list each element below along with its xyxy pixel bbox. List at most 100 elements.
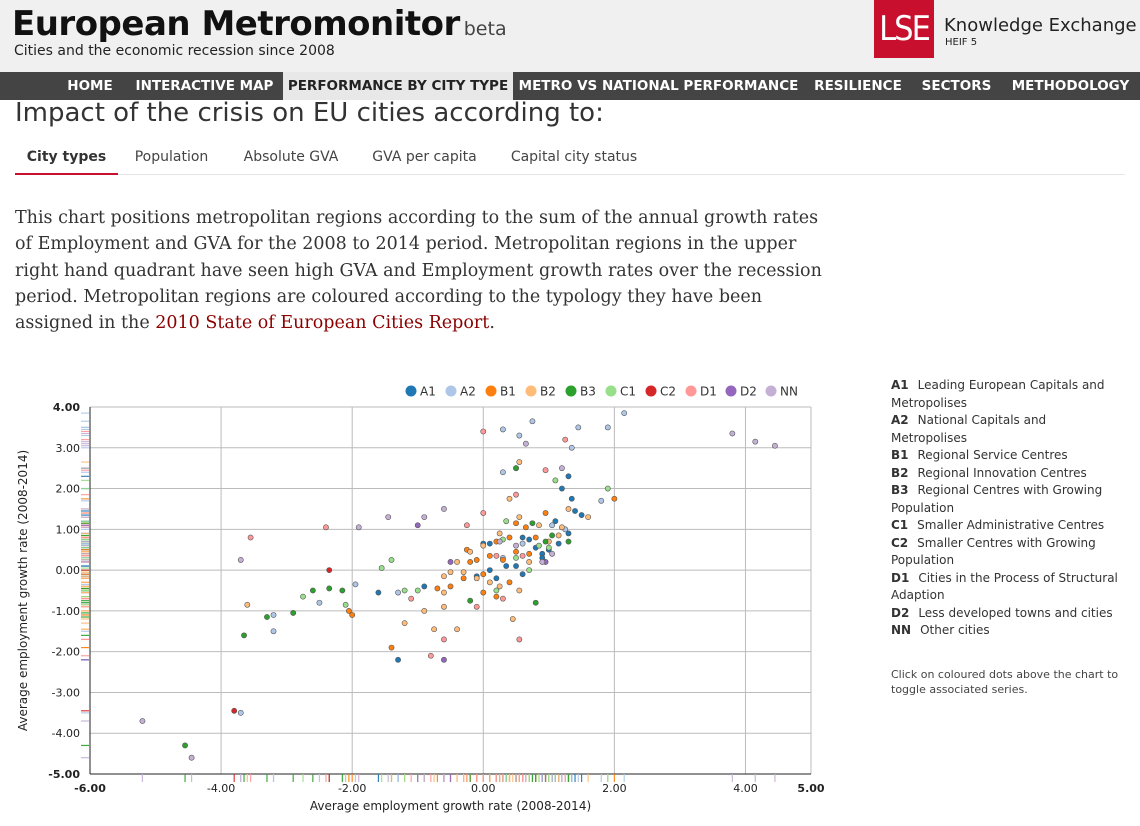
data-point[interactable] bbox=[529, 520, 536, 527]
legend-dot-b2[interactable] bbox=[525, 385, 537, 397]
data-point[interactable] bbox=[536, 542, 542, 549]
data-point[interactable] bbox=[552, 518, 559, 525]
data-point[interactable] bbox=[621, 410, 628, 417]
legend-label-a1[interactable]: A1 bbox=[420, 385, 436, 399]
nav-sectors[interactable]: SECTORS bbox=[921, 78, 992, 94]
data-point[interactable] bbox=[568, 495, 575, 502]
data-point[interactable] bbox=[231, 707, 238, 714]
data-point[interactable] bbox=[526, 567, 533, 574]
data-point[interactable] bbox=[480, 510, 487, 516]
data-point[interactable] bbox=[500, 469, 506, 476]
data-point[interactable] bbox=[300, 593, 306, 600]
data-point[interactable] bbox=[496, 583, 503, 590]
data-point[interactable] bbox=[516, 459, 523, 465]
data-point[interactable] bbox=[559, 485, 565, 492]
legend-label-d2[interactable]: D2 bbox=[740, 385, 757, 399]
data-point[interactable] bbox=[772, 442, 778, 449]
data-point[interactable] bbox=[549, 522, 555, 529]
data-point[interactable] bbox=[467, 548, 474, 555]
data-point[interactable] bbox=[516, 432, 523, 439]
data-point[interactable] bbox=[401, 620, 408, 627]
data-point[interactable] bbox=[506, 495, 513, 502]
data-point[interactable] bbox=[536, 522, 542, 529]
data-point[interactable] bbox=[559, 524, 565, 531]
data-point[interactable] bbox=[375, 589, 382, 596]
data-point[interactable] bbox=[388, 557, 395, 563]
data-point[interactable] bbox=[352, 581, 359, 588]
nav-performance-by-city-type[interactable]: PERFORMANCE BY CITY TYPE bbox=[283, 72, 513, 100]
data-point[interactable] bbox=[526, 559, 533, 565]
legend-label-nn[interactable]: NN bbox=[780, 385, 798, 399]
data-point[interactable] bbox=[427, 652, 434, 659]
data-point[interactable] bbox=[480, 542, 487, 549]
data-point[interactable] bbox=[604, 485, 611, 492]
data-point[interactable] bbox=[752, 438, 759, 445]
data-point[interactable] bbox=[467, 597, 474, 604]
data-point[interactable] bbox=[421, 607, 428, 614]
data-point[interactable] bbox=[549, 550, 555, 557]
tab-absolute-gva[interactable]: Absolute GVA bbox=[243, 149, 339, 165]
data-point[interactable] bbox=[349, 612, 356, 618]
data-point[interactable] bbox=[395, 589, 401, 596]
data-point[interactable] bbox=[408, 595, 415, 602]
data-point[interactable] bbox=[454, 559, 460, 565]
data-point[interactable] bbox=[342, 601, 349, 608]
data-point[interactable] bbox=[414, 522, 421, 529]
data-point[interactable] bbox=[509, 616, 516, 622]
data-point[interactable] bbox=[463, 522, 470, 529]
data-point[interactable] bbox=[241, 632, 247, 639]
data-point[interactable] bbox=[355, 524, 362, 531]
tab-capital-city-status[interactable]: Capital city status bbox=[510, 149, 638, 165]
data-point[interactable] bbox=[503, 518, 510, 525]
data-point[interactable] bbox=[493, 593, 500, 600]
data-point[interactable] bbox=[565, 530, 572, 537]
data-point[interactable] bbox=[532, 534, 539, 541]
data-point[interactable] bbox=[575, 424, 582, 431]
data-point[interactable] bbox=[565, 538, 572, 545]
data-point[interactable] bbox=[555, 540, 562, 547]
data-point[interactable] bbox=[519, 552, 526, 559]
data-point[interactable] bbox=[549, 532, 555, 539]
data-point[interactable] bbox=[604, 424, 611, 431]
legend-dot-c2[interactable] bbox=[645, 385, 657, 397]
legend-label-a2[interactable]: A2 bbox=[460, 385, 476, 399]
data-point[interactable] bbox=[513, 542, 519, 549]
legend-label-c1[interactable]: C1 bbox=[620, 385, 636, 399]
data-point[interactable] bbox=[493, 552, 500, 559]
state-of-european-cities-link[interactable]: 2010 State of European Cities Report bbox=[155, 313, 490, 334]
nav-resilience[interactable]: RESILIENCE bbox=[814, 78, 902, 94]
data-point[interactable] bbox=[441, 589, 447, 596]
data-point[interactable] bbox=[431, 626, 438, 633]
data-point[interactable] bbox=[513, 548, 519, 555]
data-point[interactable] bbox=[513, 554, 519, 561]
data-point[interactable] bbox=[486, 552, 493, 559]
data-point[interactable] bbox=[565, 506, 572, 512]
data-point[interactable] bbox=[237, 557, 244, 563]
data-point[interactable] bbox=[519, 571, 526, 578]
data-point[interactable] bbox=[182, 742, 188, 749]
data-point[interactable] bbox=[326, 585, 333, 592]
legend-dot-c1[interactable] bbox=[605, 385, 617, 397]
data-point[interactable] bbox=[339, 587, 346, 594]
nav-metro-vs-national[interactable]: METRO VS NATIONAL PERFORMANCE bbox=[518, 78, 799, 94]
nav-methodology[interactable]: METHODOLOGY bbox=[1011, 78, 1130, 94]
nav-home[interactable]: HOME bbox=[67, 78, 113, 94]
data-point[interactable] bbox=[316, 599, 323, 606]
data-point[interactable] bbox=[395, 656, 401, 663]
data-point[interactable] bbox=[401, 587, 408, 594]
data-point[interactable] bbox=[493, 587, 500, 594]
data-point[interactable] bbox=[486, 540, 493, 547]
data-point[interactable] bbox=[559, 465, 565, 472]
legend-label-b1[interactable]: B1 bbox=[500, 385, 516, 399]
data-point[interactable] bbox=[378, 565, 385, 571]
data-point[interactable] bbox=[493, 575, 500, 582]
legend-label-d1[interactable]: D1 bbox=[700, 385, 717, 399]
data-point[interactable] bbox=[447, 559, 454, 565]
legend-label-c2[interactable]: C2 bbox=[660, 385, 676, 399]
data-point[interactable] bbox=[441, 603, 447, 610]
data-point[interactable] bbox=[486, 579, 493, 586]
data-point[interactable] bbox=[565, 473, 572, 480]
data-point[interactable] bbox=[473, 557, 480, 563]
data-point[interactable] bbox=[598, 497, 605, 504]
data-point[interactable] bbox=[526, 536, 533, 543]
